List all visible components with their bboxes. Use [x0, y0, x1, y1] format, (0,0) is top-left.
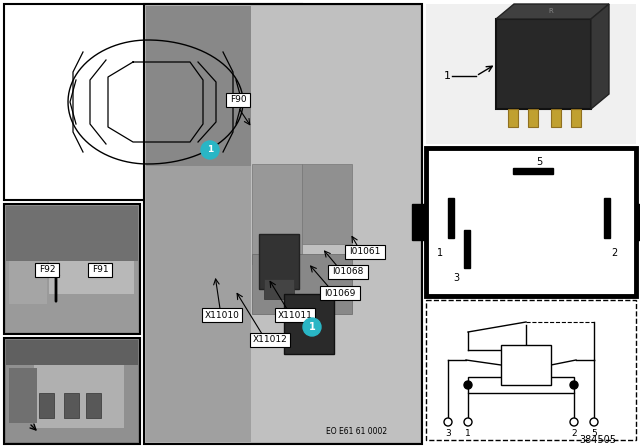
Text: 1: 1	[207, 146, 213, 155]
Bar	[412, 204, 426, 240]
Text: 2: 2	[611, 248, 617, 258]
Bar	[250, 333, 290, 347]
Circle shape	[464, 418, 472, 426]
Bar	[284, 294, 334, 354]
Bar	[6, 340, 138, 442]
Bar	[259, 234, 299, 289]
Bar	[496, 19, 591, 109]
Bar	[302, 164, 352, 244]
Bar	[39, 393, 54, 418]
Bar	[6, 340, 138, 365]
Circle shape	[201, 141, 219, 159]
Polygon shape	[496, 4, 609, 19]
Bar	[146, 6, 251, 166]
Bar	[4, 204, 140, 334]
Text: F92: F92	[39, 266, 55, 275]
Bar	[551, 109, 561, 127]
Text: I01068: I01068	[332, 267, 364, 276]
Text: X11012: X11012	[253, 336, 287, 345]
Text: X11010: X11010	[205, 310, 239, 319]
Bar	[88, 263, 112, 277]
Text: I01069: I01069	[324, 289, 356, 297]
Text: F91: F91	[92, 266, 108, 275]
Circle shape	[444, 418, 452, 426]
Text: 384505: 384505	[579, 435, 616, 445]
Text: 5: 5	[591, 430, 597, 439]
Bar	[86, 393, 101, 418]
Bar	[468, 377, 574, 393]
Bar	[426, 300, 636, 440]
Polygon shape	[591, 4, 609, 109]
Text: 2: 2	[571, 430, 577, 439]
Circle shape	[303, 318, 321, 336]
Bar	[146, 6, 251, 442]
Text: I01061: I01061	[349, 247, 381, 257]
Bar	[64, 393, 79, 418]
Bar	[321, 286, 360, 300]
Bar	[9, 368, 37, 423]
Circle shape	[570, 418, 578, 426]
Text: 1: 1	[308, 322, 316, 332]
Bar	[9, 214, 47, 304]
Text: R: R	[548, 8, 554, 14]
Bar	[146, 6, 420, 442]
Bar	[6, 206, 138, 332]
Bar	[464, 230, 470, 268]
Bar	[501, 345, 551, 385]
Bar	[144, 4, 422, 444]
Bar	[448, 198, 454, 238]
Bar	[252, 164, 302, 264]
Text: 1: 1	[437, 248, 443, 258]
Circle shape	[464, 381, 472, 389]
Bar	[6, 206, 138, 261]
Bar	[226, 93, 250, 107]
Bar	[604, 198, 610, 238]
Bar	[252, 254, 352, 314]
Bar	[636, 204, 640, 240]
Bar	[513, 168, 553, 174]
Bar	[4, 338, 140, 444]
Text: 5: 5	[536, 157, 542, 167]
Bar	[4, 4, 302, 200]
Text: 3: 3	[453, 273, 459, 283]
Bar	[275, 308, 315, 322]
Circle shape	[570, 381, 578, 389]
Bar	[346, 245, 385, 259]
Bar	[571, 109, 581, 127]
Bar	[34, 363, 124, 428]
Bar	[202, 308, 242, 322]
Text: F90: F90	[230, 95, 246, 104]
Text: EO E61 61 0002: EO E61 61 0002	[326, 427, 388, 436]
Bar	[49, 214, 134, 294]
Text: 1: 1	[444, 71, 451, 81]
Bar	[328, 265, 367, 279]
Bar	[264, 279, 294, 299]
Text: 3: 3	[445, 430, 451, 439]
Bar	[426, 148, 636, 296]
Bar	[508, 109, 518, 127]
Text: X11011: X11011	[278, 310, 312, 319]
Bar	[426, 4, 636, 144]
Bar	[528, 109, 538, 127]
Text: 1: 1	[465, 430, 471, 439]
Bar	[35, 263, 59, 277]
Circle shape	[590, 418, 598, 426]
